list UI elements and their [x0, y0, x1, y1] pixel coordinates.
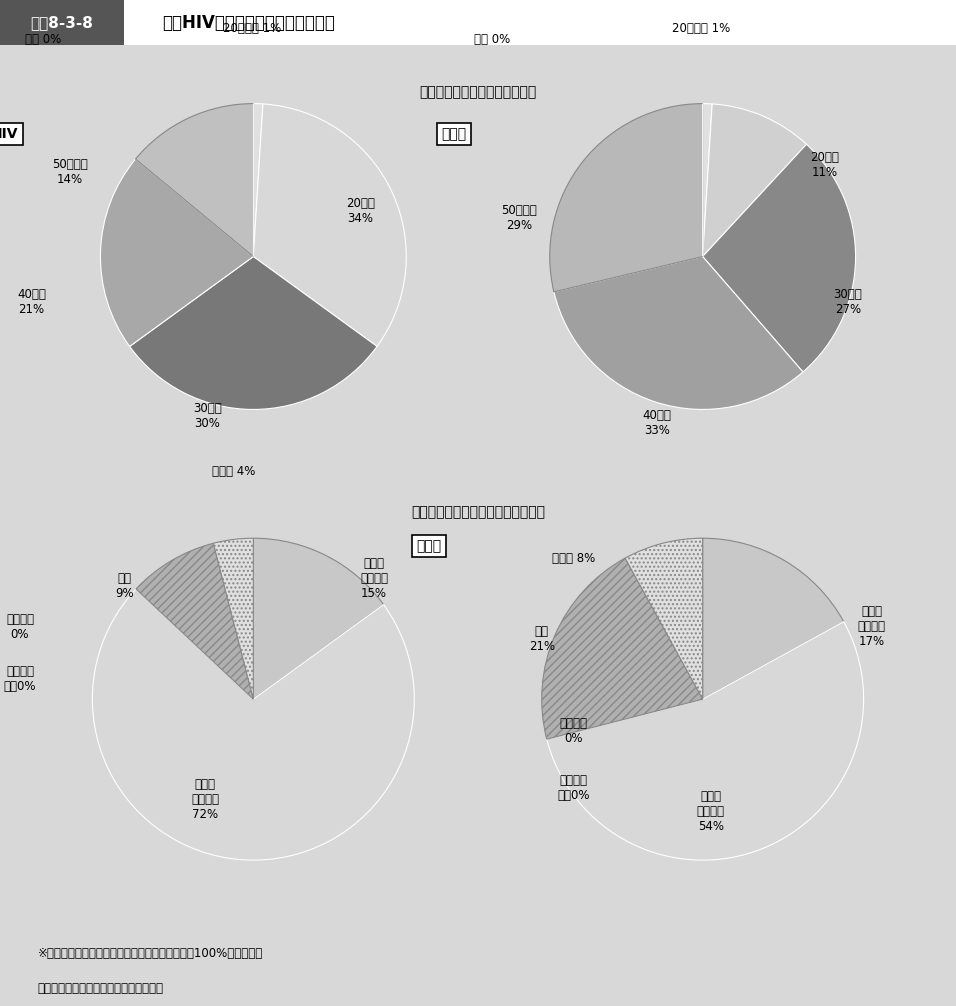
Text: その他 4%: その他 4%	[211, 465, 255, 478]
Wedge shape	[625, 538, 703, 699]
Text: 年代別内訳（令和元年速報値）: 年代別内訳（令和元年速報値）	[420, 86, 536, 100]
Wedge shape	[253, 538, 383, 699]
Wedge shape	[253, 104, 263, 257]
Text: 不明
9%: 不明 9%	[116, 572, 134, 601]
Wedge shape	[550, 104, 703, 292]
Text: 30歳代
27%: 30歳代 27%	[834, 289, 862, 317]
Text: 20歳未満 1%: 20歳未満 1%	[672, 22, 730, 35]
Wedge shape	[93, 589, 414, 860]
Text: 静注薬物
使用0%: 静注薬物 使用0%	[4, 665, 36, 693]
Text: エイズ: エイズ	[442, 127, 467, 141]
Text: 不明
21%: 不明 21%	[529, 625, 554, 653]
Wedge shape	[542, 558, 703, 739]
Text: 不明 0%: 不明 0%	[474, 33, 511, 46]
Text: 20歳代
11%: 20歳代 11%	[811, 151, 839, 179]
Text: 母子感染
0%: 母子感染 0%	[6, 613, 34, 641]
Text: 40歳代
21%: 40歳代 21%	[17, 289, 46, 317]
Wedge shape	[130, 257, 377, 409]
Bar	[124, 0, 956, 45]
Text: 50歳以上
29%: 50歳以上 29%	[501, 204, 537, 232]
Wedge shape	[703, 538, 844, 699]
Text: 40歳代
33%: 40歳代 33%	[642, 409, 671, 438]
Wedge shape	[213, 538, 253, 699]
Text: 不明 0%: 不明 0%	[25, 33, 61, 46]
Text: 異性間
性的接触
17%: 異性間 性的接触 17%	[858, 606, 885, 648]
Wedge shape	[703, 144, 856, 372]
Text: 30歳代
30%: 30歳代 30%	[193, 401, 222, 430]
Text: 20歳代
34%: 20歳代 34%	[346, 196, 375, 224]
Wedge shape	[136, 543, 253, 699]
Wedge shape	[136, 104, 253, 257]
Text: 図表8-3-8: 図表8-3-8	[31, 15, 94, 30]
Text: ※小数点第１位を四捨五入しているため、合計は100%とならない: ※小数点第１位を四捨五入しているため、合計は100%とならない	[37, 947, 263, 960]
Text: 静注薬物
使用0%: 静注薬物 使用0%	[557, 774, 590, 802]
Text: 母子感染
0%: 母子感染 0%	[560, 717, 588, 745]
Wedge shape	[703, 104, 712, 257]
Text: 新規HIV感染者・エイズ患者の状況: 新規HIV感染者・エイズ患者の状況	[163, 14, 336, 31]
Text: 感染経路別内訳（令和元年速報値）: 感染経路別内訳（令和元年速報値）	[411, 506, 545, 520]
Text: その他 8%: その他 8%	[553, 552, 596, 564]
Text: 20歳未満 1%: 20歳未満 1%	[223, 22, 281, 35]
Wedge shape	[100, 159, 253, 346]
Text: HIV: HIV	[0, 127, 18, 141]
Text: 異性間
性的接触
15%: 異性間 性的接触 15%	[360, 557, 388, 600]
Wedge shape	[253, 104, 406, 346]
Wedge shape	[554, 257, 803, 409]
Text: 同性間
性的接触
54%: 同性間 性的接触 54%	[697, 791, 725, 833]
Wedge shape	[547, 622, 863, 860]
Wedge shape	[703, 104, 807, 257]
Text: 50歳以上
14%: 50歳以上 14%	[52, 158, 88, 186]
Bar	[0, 0, 124, 45]
Text: 資料：厚生労働省エイズ動向委員会報告: 資料：厚生労働省エイズ動向委員会報告	[37, 982, 163, 995]
Text: 同性間
性的接触
72%: 同性間 性的接触 72%	[191, 779, 219, 821]
Text: エイズ: エイズ	[417, 539, 442, 553]
